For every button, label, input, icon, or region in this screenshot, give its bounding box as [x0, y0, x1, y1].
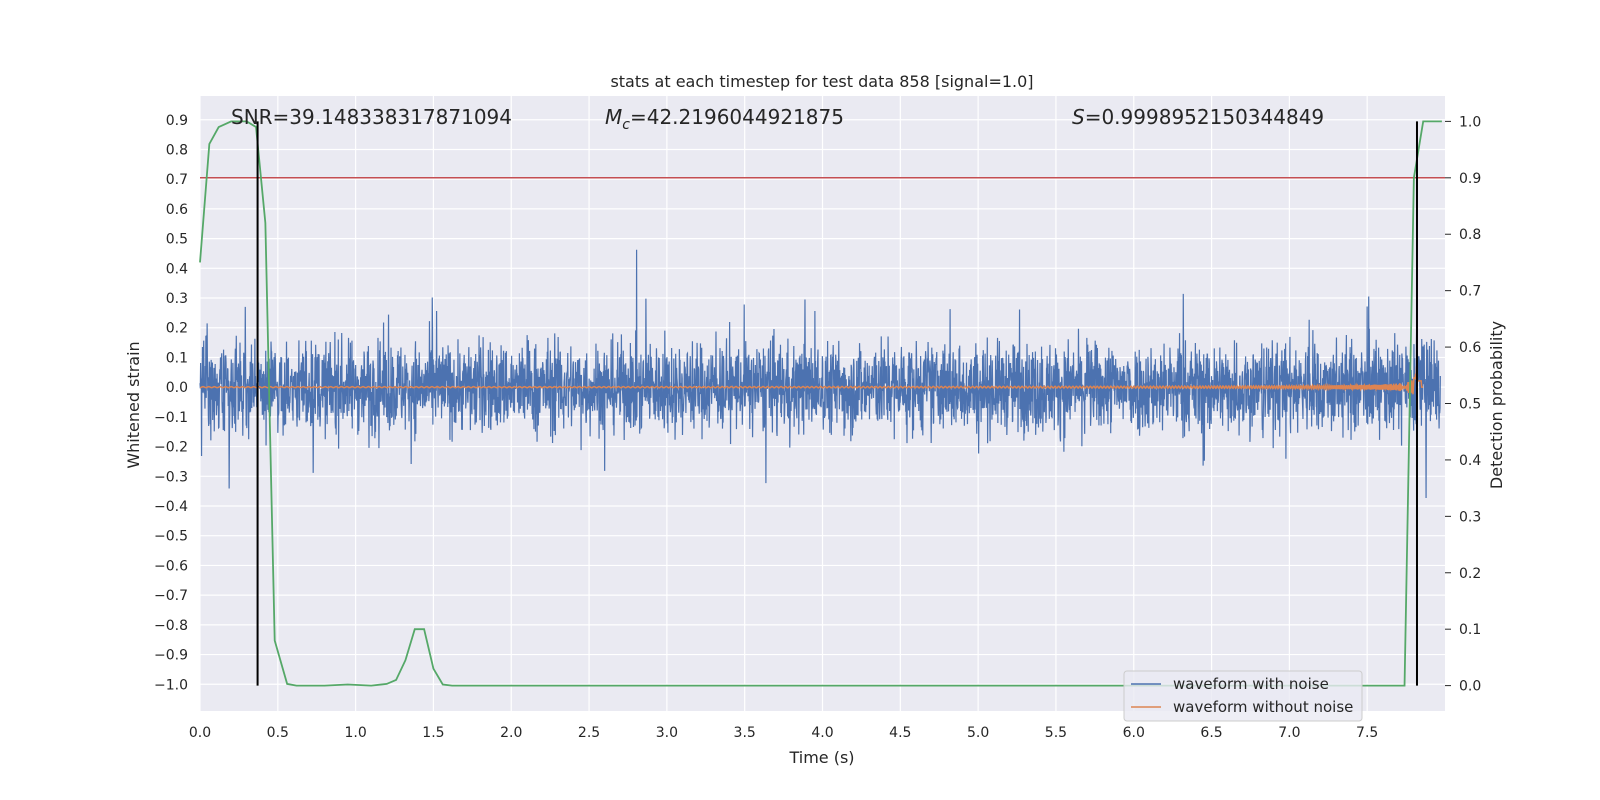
x-tick-label: 0.0 — [189, 725, 211, 741]
y-axis-label: Whitened strain — [124, 341, 143, 468]
y2-tick-label: 0.6 — [1459, 340, 1481, 356]
x-tick-label: 4.0 — [811, 725, 833, 741]
y-tick-label: 0.5 — [166, 232, 188, 248]
legend-label-noisy: waveform with noise — [1173, 675, 1329, 693]
y-tick-label: 0.8 — [166, 142, 188, 158]
y2-tick-label: 0.9 — [1459, 171, 1481, 187]
snr-annotation: SNR=39.148338317871094 — [231, 105, 512, 129]
x-tick-label: 0.5 — [267, 725, 289, 741]
chirp-mass-symbol: M — [605, 105, 622, 129]
x-tick-label: 1.5 — [422, 725, 444, 741]
y-tick-label: −0.8 — [154, 618, 188, 634]
x-tick-label: 7.5 — [1356, 725, 1378, 741]
x-tick-label: 6.5 — [1200, 725, 1222, 741]
x-tick-label: 5.0 — [967, 725, 989, 741]
chirp-mass-subscript: c — [622, 117, 630, 133]
chirp-mass-value: =42.2196044921875 — [630, 105, 844, 129]
x-tick-label: 2.0 — [500, 725, 522, 741]
x-tick-label: 3.0 — [656, 725, 678, 741]
y2-tick-label: 0.3 — [1459, 509, 1481, 525]
series-layer — [199, 120, 1445, 687]
y-tick-label: 0.6 — [166, 202, 188, 218]
y-tick-label: 0.3 — [166, 291, 188, 307]
y-tick-label: −1.0 — [154, 677, 188, 693]
x-tick-label: 5.5 — [1045, 725, 1067, 741]
x-tick-label: 4.5 — [889, 725, 911, 741]
s-symbol: S — [1072, 105, 1085, 129]
legend-label-clean: waveform without noise — [1173, 698, 1353, 716]
y2-tick-label: 0.1 — [1459, 622, 1481, 638]
s-annotation: S=0.9998952150344849 — [1072, 105, 1324, 129]
y-tick-label: 0.2 — [166, 321, 188, 337]
y-tick-label: −0.6 — [154, 558, 188, 574]
y2-axis-label: Detection probability — [1487, 321, 1506, 489]
x-tick-label: 3.5 — [734, 725, 756, 741]
y2-tick-label: 0.8 — [1459, 227, 1481, 243]
y-tick-label: 0.0 — [166, 380, 188, 396]
y2-tick-label: 0.7 — [1459, 284, 1481, 300]
x-tick-label: 7.0 — [1278, 725, 1300, 741]
y-tick-label: 0.4 — [166, 261, 188, 277]
y2-tick-label: 0.2 — [1459, 566, 1481, 582]
legend: waveform with noise waveform without noi… — [1123, 670, 1363, 722]
y2-tick-label: 0.0 — [1459, 679, 1481, 695]
y-tick-label: 0.1 — [166, 350, 188, 366]
y-tick-label: −0.2 — [154, 440, 188, 456]
s-value: =0.9998952150344849 — [1085, 105, 1324, 129]
chart-title: stats at each timestep for test data 858… — [610, 72, 1033, 91]
x-tick-label: 2.5 — [578, 725, 600, 741]
legend-box — [1123, 670, 1363, 722]
y-tick-label: −0.3 — [154, 469, 188, 485]
y2-tick-label: 1.0 — [1459, 114, 1481, 130]
y-tick-label: 0.9 — [166, 113, 188, 129]
chirp-mass-annotation: Mc=42.2196044921875 — [605, 105, 844, 133]
series-waveform-without-noise — [199, 366, 1424, 395]
series-detection-probability — [199, 120, 1442, 687]
y-tick-label: 0.7 — [166, 172, 188, 188]
x-tick-label: 6.0 — [1123, 725, 1145, 741]
y2-tick-label: 0.4 — [1459, 453, 1481, 469]
y-tick-label: −0.9 — [154, 648, 188, 664]
y-tick-label: −0.7 — [154, 588, 188, 604]
x-axis-label: Time (s) — [788, 748, 854, 767]
y-tick-label: −0.4 — [154, 499, 188, 515]
y-tick-label: −0.1 — [154, 410, 188, 426]
ticks: 0.0 0.5 1.0 1.5 2.0 2.5 3.0 3.5 4.0 4.5 5.0 5.5 6.0 6… — [154, 113, 1481, 741]
y-tick-label: −0.5 — [154, 529, 188, 545]
y2-tick-label: 0.5 — [1459, 397, 1481, 413]
x-tick-label: 1.0 — [344, 725, 366, 741]
series-waveform-with-noise — [199, 249, 1441, 499]
